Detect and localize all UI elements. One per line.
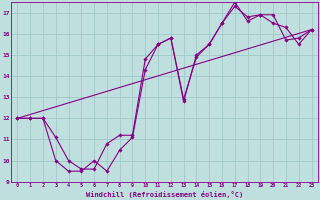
X-axis label: Windchill (Refroidissement éolien,°C): Windchill (Refroidissement éolien,°C): [86, 191, 243, 198]
